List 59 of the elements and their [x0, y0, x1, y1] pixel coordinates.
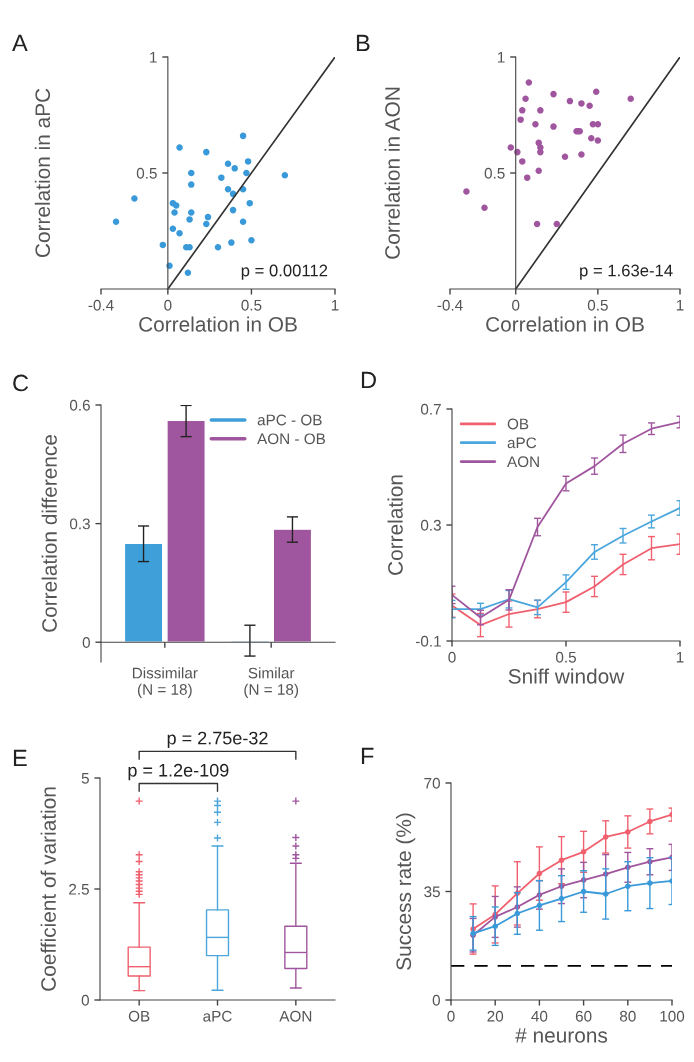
y-axis-title: Success rate (%) [395, 813, 416, 970]
chart-title: D [361, 371, 376, 389]
x-tick-label: 0 [512, 299, 520, 311]
x-tick-label: 20 [487, 1010, 504, 1022]
x-tick-label: -0.4 [88, 299, 114, 311]
x-tick-label: Similar (N = 18) [244, 667, 299, 698]
y-axis-title: Correlation [387, 475, 403, 575]
y-tick-label: 0.7 [420, 403, 441, 415]
y-tick-label: 0.3 [420, 519, 441, 531]
x-tick-label: Dissimilar (N = 18) [132, 667, 198, 698]
annotation: p = 0.00112 [241, 264, 328, 280]
x-axis-title: Correlation in OB [139, 316, 297, 332]
x-tick-label: 1 [676, 299, 684, 311]
x-tick-label: 1 [676, 651, 684, 663]
y-tick-label: 5 [81, 773, 89, 784]
y-tick-label: -0.1 [415, 635, 441, 647]
x-tick-label: 40 [531, 1010, 548, 1022]
y-tick-label: 2.5 [69, 883, 89, 895]
y-tick-label: 0 [81, 994, 89, 1006]
annotation: p = 1.2e-109 [128, 763, 229, 781]
text: p = 2.75e-32 [167, 731, 268, 749]
legend-label: aPC [507, 437, 537, 449]
chart-title: C [13, 374, 29, 392]
y-tick-label: 70 [424, 777, 440, 789]
x-tick-label: -0.4 [437, 299, 463, 311]
y-axis-title: Correlation in aPC [34, 88, 51, 258]
x-tick-label: 0 [164, 299, 172, 311]
x-tick-label: 1 [331, 299, 339, 311]
y-tick-label: 0 [432, 994, 440, 1006]
x-axis-title: Sniff window [508, 668, 625, 684]
x-tick-label: 100 [660, 1010, 685, 1022]
x-tick-label: 0.5 [241, 299, 262, 311]
x-tick-label: 0 [447, 1010, 455, 1022]
chart-title: A [12, 34, 28, 52]
x-tick-label: 0 [448, 651, 456, 663]
y-tick-label: 0.3 [69, 518, 90, 530]
legend-label: AON - OB [257, 433, 326, 445]
chart-title: E [13, 749, 27, 767]
x-tick-label: 80 [619, 1010, 636, 1022]
x-tick-label: AON [279, 1010, 312, 1022]
legend-label: OB [507, 418, 529, 430]
y-tick-label: 0 [82, 637, 90, 648]
y-axis-title: Coefficient of variation [40, 787, 56, 991]
legend-label: aPC - OB [257, 414, 322, 426]
x-tick-label: 60 [575, 1010, 592, 1022]
x-axis-title: # neurons [515, 1028, 608, 1043]
y-axis-title: Correlation difference [41, 435, 57, 632]
y-tick-label: 35 [424, 886, 440, 898]
x-tick-label: OB [128, 1010, 150, 1022]
chart-title: B [356, 34, 370, 52]
x-axis-title: Correlation in OB [486, 316, 644, 332]
x-tick-label: aPC [203, 1010, 232, 1022]
x-tick-label: 0.5 [587, 299, 608, 311]
x-tick-label: 0.5 [555, 651, 576, 663]
y-tick-label: 0.6 [69, 399, 90, 411]
annotation: p = 1.63e-14 [580, 264, 673, 280]
y-axis-title: Correlation in AON [384, 87, 400, 259]
legend-label: AON [507, 456, 539, 468]
chart-title: F [361, 747, 374, 765]
